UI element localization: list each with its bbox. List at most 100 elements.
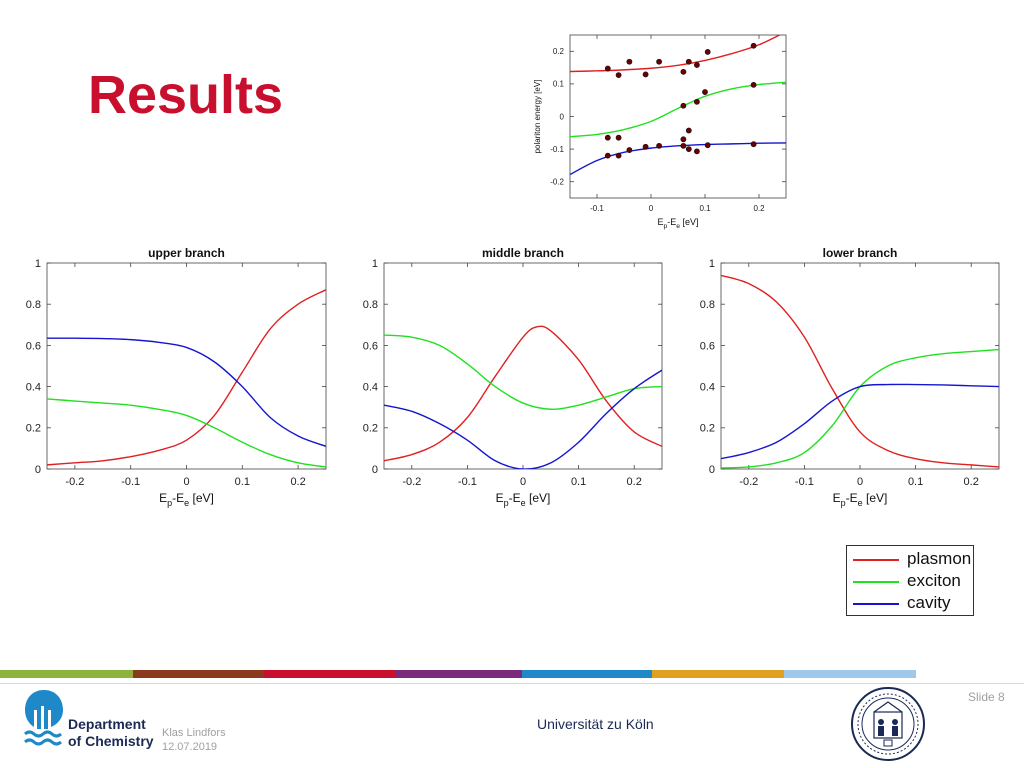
legend-label-cavity: cavity [907,593,951,612]
university-seal-icon [851,687,925,761]
series-line [384,334,662,410]
x-tick-label: 0.2 [627,476,642,488]
x-axis-label: Ep-Ee [eV] [833,491,888,508]
data-point [685,146,692,152]
y-tick-label: 0.8 [26,299,41,311]
x-axis-label: Ep-Ee [eV] [496,491,551,508]
legend-entry-exciton: exciton [853,571,971,593]
series-line [47,337,326,447]
y-tick-label: 0.4 [700,381,715,393]
color-bar-segment [395,670,522,678]
slide-number: Slide 8 [968,690,1005,704]
series-line [47,398,326,468]
data-point [704,142,711,149]
author-block: Klas Lindfors 12.07.2019 [162,726,226,754]
y-tick-label: 0.8 [700,299,715,311]
data-point [750,42,757,49]
y-tick-label: 0 [560,112,565,121]
data-point [642,71,649,78]
series-line [721,274,999,468]
series-group [384,325,662,469]
color-bar-segment [133,670,264,678]
series-line [384,369,662,469]
y-tick-label: 0 [709,464,715,476]
series-line [384,325,662,462]
x-axis-label-part: -E [846,491,858,505]
y-tick-label: 0.4 [363,381,378,393]
series-line [47,289,326,466]
x-tick-label: -0.2 [65,476,84,488]
data-point [626,147,633,153]
legend-label-exciton: exciton [907,571,961,590]
legend-swatch-cavity [853,603,899,605]
y-tick-label: 0.6 [363,340,378,352]
data-point [615,152,622,159]
x-axis-label-part: e [676,223,680,230]
series-group [721,274,999,469]
data-point [680,68,687,75]
data-point [750,81,757,88]
y-tick-label: 0.6 [700,340,715,352]
data-point [693,62,700,68]
x-tick-label: 0 [183,476,189,488]
x-tick-label: -0.1 [795,476,814,488]
y-tick-label: 0.4 [26,381,41,393]
data-point [626,58,633,65]
y-tick-label: 0.2 [553,47,565,56]
university-name: Universität zu Köln [537,716,654,732]
x-tick-label: 0.2 [753,204,765,213]
chart-title: lower branch [823,246,898,260]
data-point [604,134,611,141]
presentation-date: 12.07.2019 [162,741,218,753]
data-point [685,58,692,65]
department-name: Department of Chemistry [68,716,154,750]
x-tick-label: 0.1 [699,204,711,213]
y-tick-label: 0 [35,464,41,476]
series-line [721,383,999,460]
plot-area [46,262,327,470]
department-line-2: of Chemistry [68,733,154,749]
x-axis-label-part: [eV] [863,491,888,505]
data-point [615,72,622,78]
dispersion-plot: -0.1 0 0.1 0.2 -0.2 -0.1 0 0.1 0.2 Ep-Ee [eV] pola… [533,34,787,230]
y-tick-label: -0.1 [550,145,564,154]
y-tick-label: 1 [709,258,715,270]
y-tick-label: 0.6 [26,340,41,352]
legend-entry-plasmon: plasmon [853,549,971,571]
color-bar-segment [652,670,784,678]
plot-area [569,34,787,199]
color-bar-segment [784,670,916,678]
data-point [615,134,622,141]
plot-area [720,262,1000,470]
footer-color-bar [0,670,916,678]
upper-branch-plot: -0.2 -0.1 0 0.1 0.2 0 0.2 0.4 0.6 0.8 1 upper branc… [26,246,327,508]
x-tick-label: 0 [649,204,654,213]
data-point [702,89,708,95]
series-line [570,35,782,73]
y-axis-label: polariton energy [eV] [533,80,542,154]
x-tick-label: 0 [857,476,863,488]
department-logo-icon [24,690,63,746]
middle-branch-plot: -0.2 -0.1 0 0.1 0.2 0 0.2 0.4 0.6 0.8 1 middle bran… [363,246,663,508]
x-axis-label-part: [eV] [680,217,699,227]
x-axis-label-part: -E [667,217,676,227]
chart-legend: plasmon exciton cavity [846,545,974,616]
author-name: Klas Lindfors [162,727,226,739]
y-tick-label: 1 [372,258,378,270]
footer-divider [0,683,1024,684]
x-tick-label: -0.1 [121,476,140,488]
color-bar-segment [0,670,133,678]
legend-entry-cavity: cavity [853,593,971,615]
data-point [604,152,611,159]
x-axis-label-part: p [841,498,846,508]
data-point [704,49,711,55]
x-axis-label-part: [eV] [189,491,214,505]
x-tick-label: -0.1 [458,476,477,488]
x-tick-label: 0 [520,476,526,488]
x-tick-label: -0.2 [739,476,758,488]
data-point [680,142,687,149]
x-axis-label-part: e [184,498,189,508]
slide-title: Results [88,65,284,125]
plot-area [383,262,663,470]
x-tick-label: 0.2 [964,476,979,488]
